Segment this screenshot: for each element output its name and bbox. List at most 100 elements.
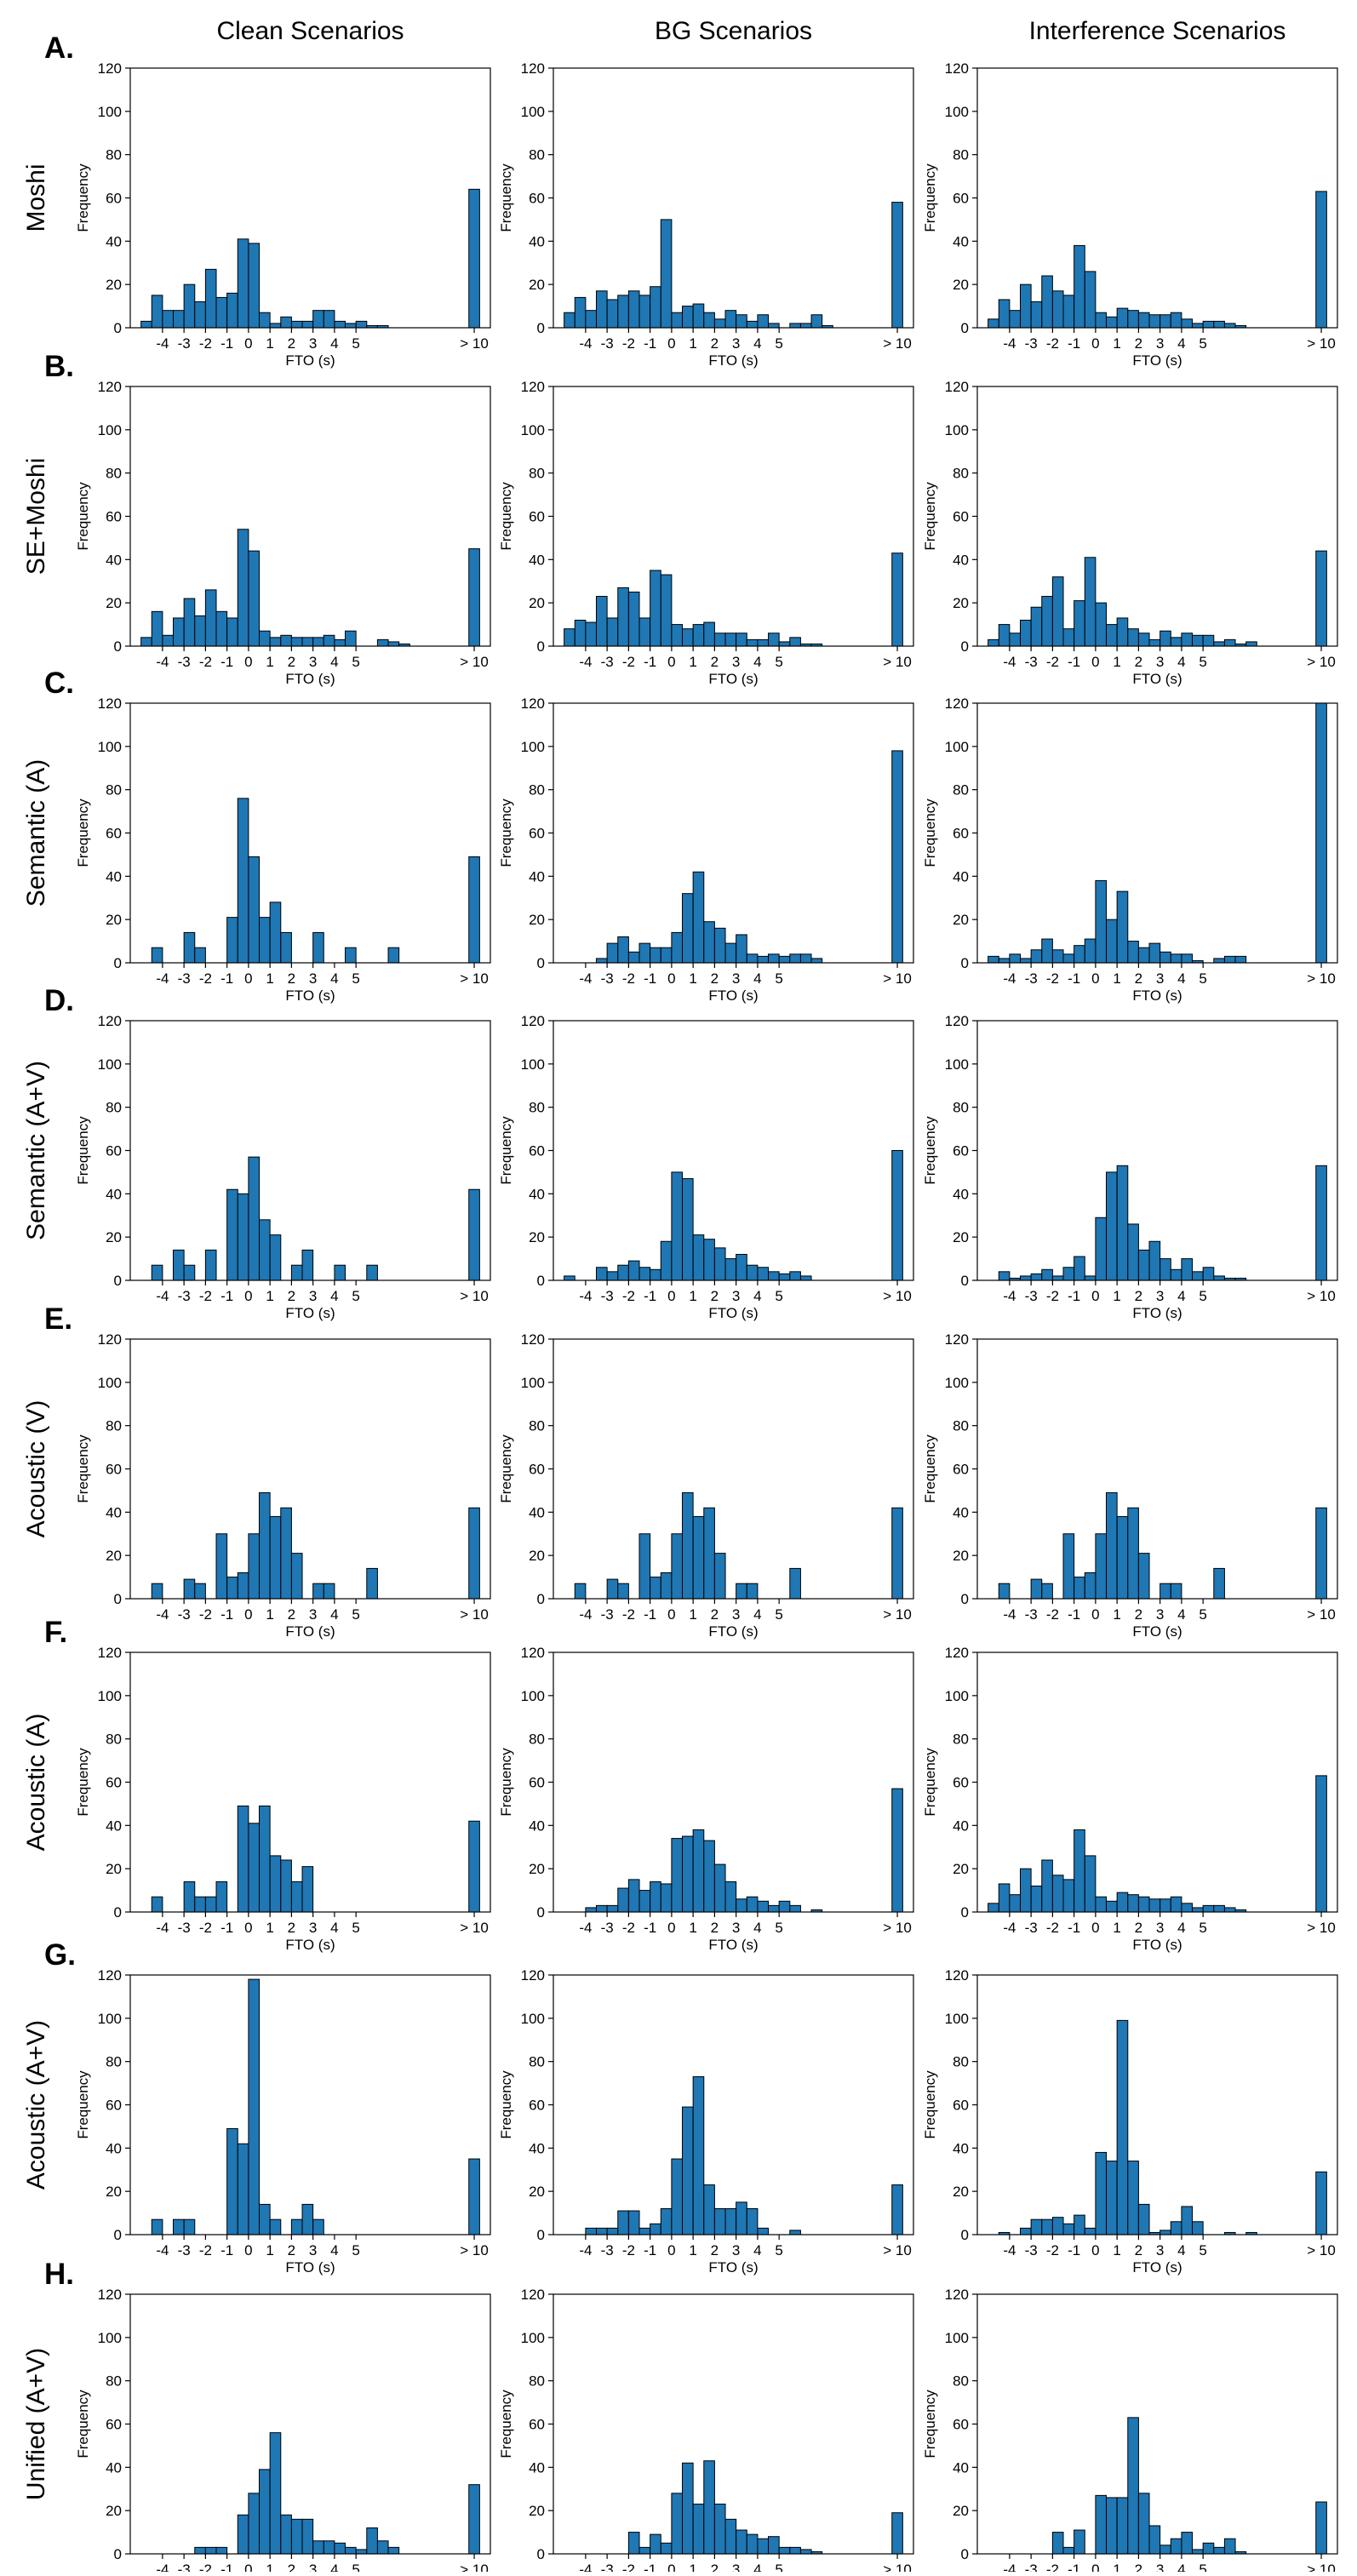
row-label: Moshi [22, 163, 50, 232]
histogram-bar [1095, 879, 1108, 964]
y-tick-label: 40 [106, 2459, 122, 2476]
x-tick-label: -4 [579, 335, 592, 352]
histogram-bar [1234, 955, 1247, 964]
row-label: SE+Moshi [22, 458, 50, 575]
x-tick-label: -1 [644, 970, 656, 987]
histogram-bar [173, 1249, 185, 1281]
x-tick-label: -3 [178, 970, 191, 987]
x-tick-label: -2 [622, 2562, 635, 2572]
row-letter: G. [44, 1938, 76, 1972]
histogram-bar [585, 2227, 598, 2235]
y-tick-label: 100 [98, 739, 122, 755]
histogram-bar [259, 1491, 271, 1600]
x-tick-label: -1 [644, 2562, 656, 2572]
histogram-bar [1030, 949, 1043, 964]
y-tick-label: 100 [521, 104, 545, 120]
histogram-bar [692, 1829, 705, 1913]
x-tick-label: 2 [711, 1920, 719, 1936]
histogram-bar [204, 268, 217, 329]
x-axis-label: FTO (s) [285, 1937, 335, 1953]
histogram-bar [768, 323, 780, 329]
x-tick-label: -3 [601, 2562, 614, 2572]
histogram-bar [606, 1578, 619, 1600]
x-tick-label: > 10 [460, 335, 489, 352]
histogram-bar [768, 633, 780, 647]
histogram-bar [650, 1880, 661, 1913]
y-tick-label: 0 [961, 1904, 969, 1921]
histogram-bar [1127, 1223, 1139, 1281]
histogram-bar [1127, 2417, 1139, 2555]
y-axis-label: Frequency [922, 2070, 938, 2139]
x-tick-label: -2 [199, 335, 212, 352]
y-tick-label: 20 [529, 2503, 545, 2519]
y-tick-label: 40 [106, 1504, 122, 1520]
x-tick-label: 0 [1091, 1606, 1099, 1623]
y-tick-label: 0 [537, 2546, 545, 2562]
histogram-bar [1137, 1553, 1150, 1600]
y-axis-label: Frequency [75, 1434, 91, 1503]
y-tick-label: 60 [106, 1775, 122, 1791]
x-tick-label: > 10 [460, 2242, 489, 2258]
x-tick-label: -1 [220, 1920, 233, 1936]
histogram-bar [1095, 602, 1108, 647]
x-tick-label: 1 [266, 335, 273, 352]
x-tick-label: 5 [775, 1288, 782, 1304]
histogram-bar [1181, 633, 1194, 647]
histogram-bar [204, 1249, 217, 1281]
y-tick-label: 40 [529, 2140, 545, 2156]
y-tick-label: 20 [953, 595, 969, 611]
y-tick-label: 60 [953, 191, 969, 207]
histogram-bar [1074, 244, 1085, 329]
x-tick-label: 2 [288, 2562, 295, 2572]
histogram-bar [1137, 2203, 1150, 2235]
y-tick-label: 40 [106, 868, 122, 884]
histogram-bar [638, 942, 651, 964]
x-axis-label: FTO (s) [285, 1623, 335, 1640]
x-tick-label: 1 [1113, 335, 1120, 352]
histogram-bar [215, 2546, 228, 2555]
y-tick-label: 60 [106, 1462, 122, 1478]
x-tick-label: -4 [1003, 1288, 1016, 1304]
y-tick-label: 0 [114, 638, 122, 655]
y-tick-label: 20 [529, 2184, 545, 2200]
y-tick-label: 60 [529, 191, 545, 207]
y-tick-label: 120 [98, 60, 122, 77]
y-tick-label: 100 [98, 1056, 122, 1073]
x-tick-label: 4 [1177, 2242, 1185, 2258]
histogram-bar [1051, 1875, 1064, 1913]
x-tick-label: 2 [711, 1288, 719, 1304]
overflow-bar [891, 2512, 903, 2555]
x-tick-label: -2 [622, 335, 635, 352]
histogram-bar [183, 2218, 196, 2235]
y-tick-label: 60 [529, 2417, 545, 2433]
y-axis-label: Frequency [498, 2390, 514, 2459]
x-tick-label: -2 [1046, 1606, 1059, 1623]
y-tick-label: 0 [961, 2546, 969, 2562]
axes-frame [129, 1020, 491, 1281]
x-tick-label: -4 [1003, 2562, 1016, 2572]
y-tick-label: 40 [106, 1186, 122, 1202]
histogram-bar [312, 310, 324, 329]
overflow-bar [468, 2158, 480, 2235]
histogram-bar [703, 1239, 715, 1281]
histogram-bar [564, 628, 575, 647]
histogram-bar [671, 312, 684, 329]
histogram-bar [1223, 955, 1236, 964]
y-axis-label: Frequency [75, 799, 91, 867]
histogram-bar [173, 2218, 185, 2235]
y-tick-label: 120 [521, 1331, 545, 1348]
x-tick-label: -2 [199, 970, 212, 987]
histogram-bar [248, 2493, 261, 2555]
x-tick-label: 4 [330, 2562, 338, 2572]
histogram-bar [768, 1904, 780, 1913]
histogram-bar [1116, 1892, 1129, 1913]
histogram-bar [1041, 1859, 1053, 1913]
histogram-bar [671, 1533, 684, 1600]
histogram-bar [1020, 283, 1032, 329]
x-tick-label: -4 [579, 1288, 592, 1304]
x-tick-label: 0 [667, 970, 675, 987]
y-tick-label: 40 [953, 868, 969, 884]
